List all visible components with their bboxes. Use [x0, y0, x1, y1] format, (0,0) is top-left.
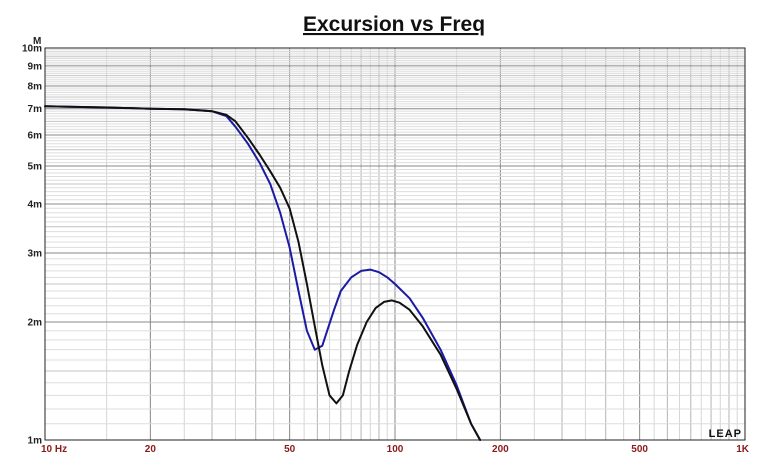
- y-tick-label: 6m: [28, 130, 43, 141]
- series-layer: [44, 105, 482, 441]
- y-axis-ticks: 10m 9m 8m 7m 6m 5m 4m 3m 2m 1m: [22, 44, 42, 447]
- grid: [44, 47, 745, 441]
- x-tick-label: 10 Hz: [41, 444, 67, 455]
- chart-title: Excursion vs Freq: [303, 13, 485, 36]
- plot-frame: [44, 47, 746, 441]
- y-tick-label: 7m: [28, 104, 43, 115]
- y-tick-label: 3m: [28, 248, 43, 259]
- y-tick-label: 4m: [28, 199, 43, 210]
- x-axis-ticks: 10 Hz 20 50 100 200 500 1K: [41, 444, 750, 455]
- leap-logo: LEAP: [709, 428, 742, 440]
- x-tick-label: 500: [631, 444, 648, 455]
- y-unit-label: M: [33, 36, 41, 47]
- x-tick-label: 1K: [736, 444, 750, 455]
- series-line-2: [44, 105, 482, 441]
- y-tick-label: 5m: [28, 162, 43, 173]
- y-tick-label: 2m: [28, 317, 43, 328]
- series-line-1: [44, 105, 482, 441]
- y-tick-label: 1m: [28, 436, 43, 447]
- y-tick-label: 9m: [28, 61, 43, 72]
- y-tick-label: 8m: [28, 81, 43, 92]
- x-tick-label: 200: [492, 444, 509, 455]
- x-tick-label: 50: [284, 444, 296, 455]
- x-tick-label: 20: [145, 444, 157, 455]
- y-tick-label: 10m: [22, 44, 42, 55]
- x-tick-label: 100: [387, 444, 404, 455]
